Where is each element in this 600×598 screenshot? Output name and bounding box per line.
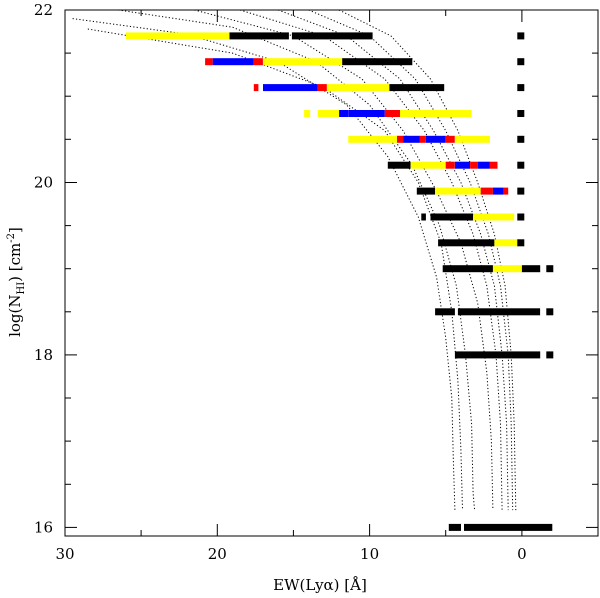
end-marker-row7-0 <box>517 213 525 221</box>
bar-segment-row4-2-blue <box>403 135 420 143</box>
end-marker-row1-0 <box>517 58 525 66</box>
bar-segment-row9-1-yellow <box>492 265 522 273</box>
bar-segment-row1-2-red <box>253 58 263 66</box>
model-curve-3 <box>118 9 476 511</box>
bar-segment-row6-2-red <box>480 187 493 195</box>
model-curve-1 <box>87 28 463 511</box>
bar-segment-row5-1-yellow <box>410 161 446 169</box>
bar-segment-row4-5-red <box>445 135 455 143</box>
bar-segment-row5-3-blue <box>454 161 471 169</box>
bar-segment-row12-1-black <box>464 523 553 531</box>
bar-segment-row1-3-yellow <box>263 58 343 66</box>
bar-segment-row5-4-red <box>470 161 478 169</box>
bar-segment-row0-2-black <box>291 32 373 40</box>
end-marker-row6-0 <box>517 187 525 195</box>
end-marker-row3-0 <box>517 110 525 117</box>
bar-segment-row5-6-red <box>489 161 498 169</box>
end-marker-row9-0 <box>546 265 554 273</box>
bar-segment-row2-0-red <box>253 84 259 92</box>
bar-segment-row2-4-black <box>389 84 445 92</box>
y-tick-label-16: 16 <box>34 518 53 536</box>
bar-segment-row9-0-black <box>442 265 493 273</box>
bar-segment-row2-1-blue <box>263 84 318 92</box>
bar-segment-row1-4-black <box>342 58 413 66</box>
bar-segment-row0-0-yellow <box>125 32 230 40</box>
x-tick-label-20: 20 <box>208 545 227 563</box>
y-axis-title-sub: HI <box>16 282 27 295</box>
bar-segment-row3-5-yellow <box>400 110 472 117</box>
bar-segment-row8-0-black <box>438 239 495 247</box>
bar-segment-row4-3-red <box>419 135 426 143</box>
x-tick-label-30: 30 <box>55 545 74 563</box>
bar-segment-row4-4-blue <box>425 135 446 143</box>
plot-frame <box>64 9 599 537</box>
y-axis-title-rest: ) [cm <box>6 243 24 282</box>
bar-segment-row4-1-red <box>397 135 404 143</box>
x-axis-title: EW(Lyα) [Å] <box>273 576 367 594</box>
bar-segment-row2-3-yellow <box>326 84 390 92</box>
bar-segment-row0-1-black <box>229 32 289 40</box>
bar-segment-row3-3-blue <box>348 110 385 117</box>
end-marker-row0-0 <box>517 32 525 40</box>
end-marker-row5-0 <box>517 161 525 169</box>
y-axis-title-close: ] <box>6 227 24 233</box>
bar-segment-row4-0-yellow <box>348 135 397 143</box>
tick-labels-layer: 30 20 10 0 16 18 20 22 <box>34 1 527 563</box>
y-tick-label-18: 18 <box>34 346 53 364</box>
bar-segment-row5-2-red <box>445 161 455 169</box>
bar-segment-row2-2-red <box>317 84 327 92</box>
end-marker-row8-0 <box>517 239 525 247</box>
end-marker-row4-0 <box>517 135 525 143</box>
y-tick-label-22: 22 <box>34 1 53 19</box>
bar-segment-row3-0-yellow <box>304 110 311 117</box>
bar-segment-row5-0-black <box>387 161 411 169</box>
bar-segment-row11-0-black <box>454 351 541 359</box>
model-curve-2 <box>72 18 456 511</box>
bars-layer <box>125 32 553 531</box>
bar-segment-row12-0-black <box>448 523 461 531</box>
bar-segment-row5-5-blue <box>477 161 490 169</box>
end-marker-row11-0 <box>546 351 554 359</box>
bar-segment-row6-3-blue <box>492 187 504 195</box>
bar-segment-row7-0-black <box>421 213 426 221</box>
bar-segment-row7-2-yellow <box>473 213 515 221</box>
end-marker-row2-0 <box>517 84 525 92</box>
ticks-layer <box>64 9 599 536</box>
bar-segment-row8-1-yellow <box>494 239 519 247</box>
y-axis-title-main: log(N <box>6 294 24 336</box>
bar-segment-row10-1-black <box>457 308 541 316</box>
y-axis-title-sup: -2 <box>6 233 17 243</box>
bar-segment-row10-0-black <box>435 308 455 316</box>
bar-segment-row6-4-red <box>503 187 509 195</box>
bar-segment-row3-1-yellow <box>317 110 340 117</box>
bar-segment-row4-6-yellow <box>454 135 490 143</box>
bar-segment-row6-1-yellow <box>435 187 481 195</box>
bar-segment-row7-1-black <box>430 213 474 221</box>
x-tick-label-0: 0 <box>517 545 527 563</box>
bar-segment-row3-2-blue <box>339 110 349 117</box>
y-tick-label-20: 20 <box>34 174 53 192</box>
model-curve-6 <box>278 9 509 511</box>
bar-segment-row1-0-red <box>205 58 213 66</box>
end-marker-row10-0 <box>546 308 554 316</box>
bar-segment-row9-2-black <box>521 265 541 273</box>
y-axis-title: log(NHI) [cm-2] <box>6 227 27 337</box>
x-tick-label-10: 10 <box>360 545 379 563</box>
bar-segment-row6-0-black <box>416 187 436 195</box>
bar-segment-row3-4-red <box>384 110 400 117</box>
bar-segment-row1-1-blue <box>212 58 254 66</box>
markers-layer <box>517 32 554 359</box>
